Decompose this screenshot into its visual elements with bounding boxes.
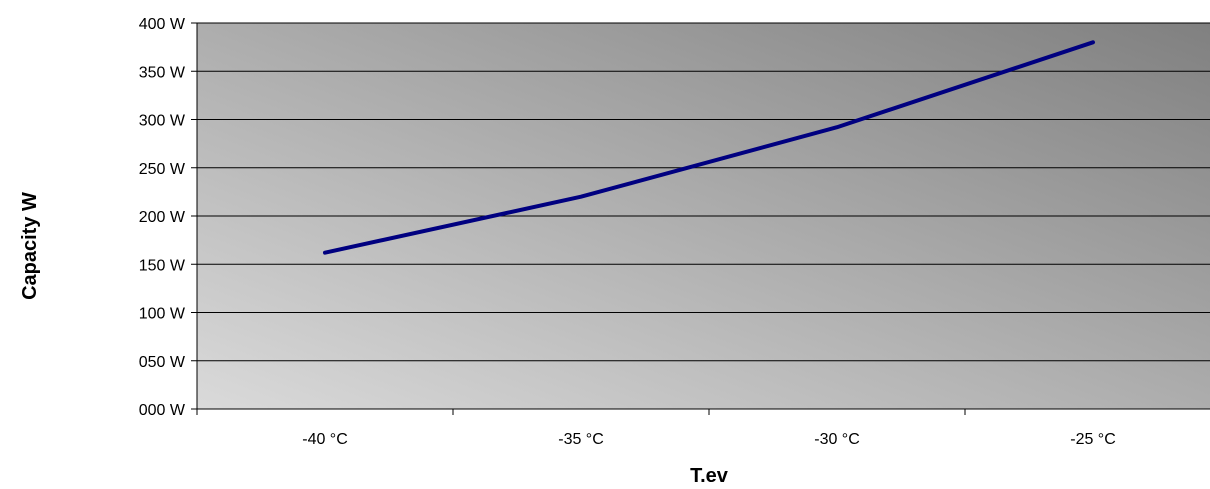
y-ticks: 000 W 050 W 100 W 150 W 200 W 250 W 300 W 350 W…: [139, 16, 197, 419]
y-axis-title: Capacity W: [19, 192, 41, 300]
y-tick-label: 150 W: [139, 257, 186, 274]
series-line-capacity: [323, 40, 1095, 255]
y-tick-label: 350 W: [139, 64, 186, 81]
y-tick-label: 050 W: [139, 354, 186, 371]
x-ticks: -40 °C -35 °C -30 °C -25 °C: [196, 409, 1116, 448]
gridlines: [197, 22, 1210, 362]
x-tick-label: -35 °C: [558, 431, 604, 448]
x-tick-label: -25 °C: [1070, 431, 1116, 448]
x-tick-label: -30 °C: [814, 431, 860, 448]
y-tick-label: 200 W: [139, 209, 186, 226]
x-axis-title: T.ev: [690, 465, 729, 487]
y-tick-label: 400 W: [139, 16, 186, 33]
y-tick-label: 000 W: [139, 402, 186, 419]
y-tick-label: 300 W: [139, 113, 186, 130]
x-tick-label: -40 °C: [302, 431, 348, 448]
y-tick-label: 100 W: [139, 306, 186, 323]
y-tick-label: 250 W: [139, 161, 186, 178]
